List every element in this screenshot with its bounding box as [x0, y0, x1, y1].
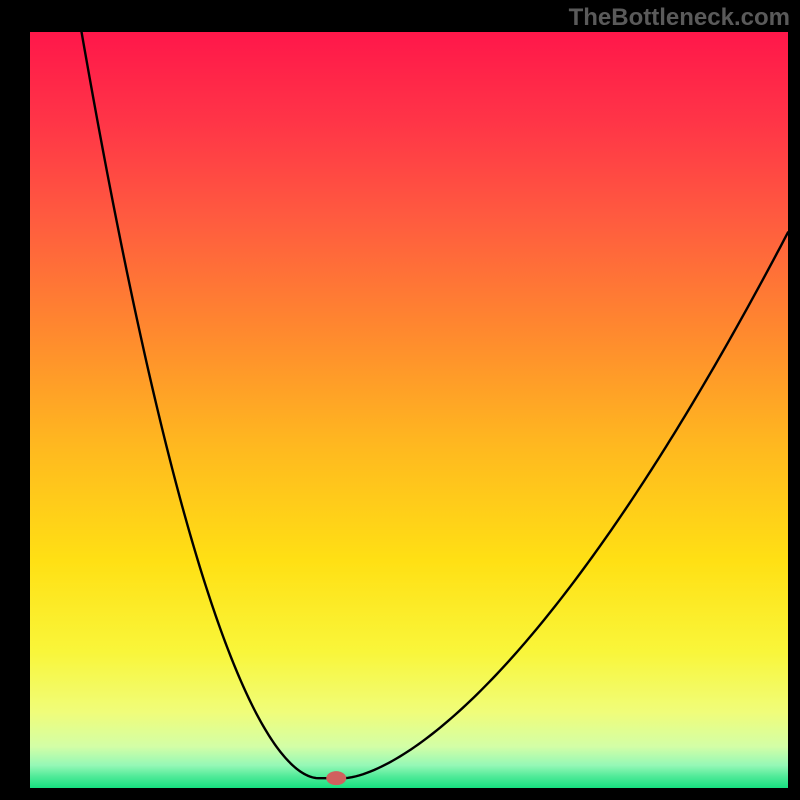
chart-svg	[0, 0, 800, 800]
min-marker	[326, 771, 346, 785]
watermark-text: TheBottleneck.com	[569, 4, 790, 32]
plot-background	[30, 32, 788, 788]
chart-container: TheBottleneck.com	[0, 0, 800, 800]
